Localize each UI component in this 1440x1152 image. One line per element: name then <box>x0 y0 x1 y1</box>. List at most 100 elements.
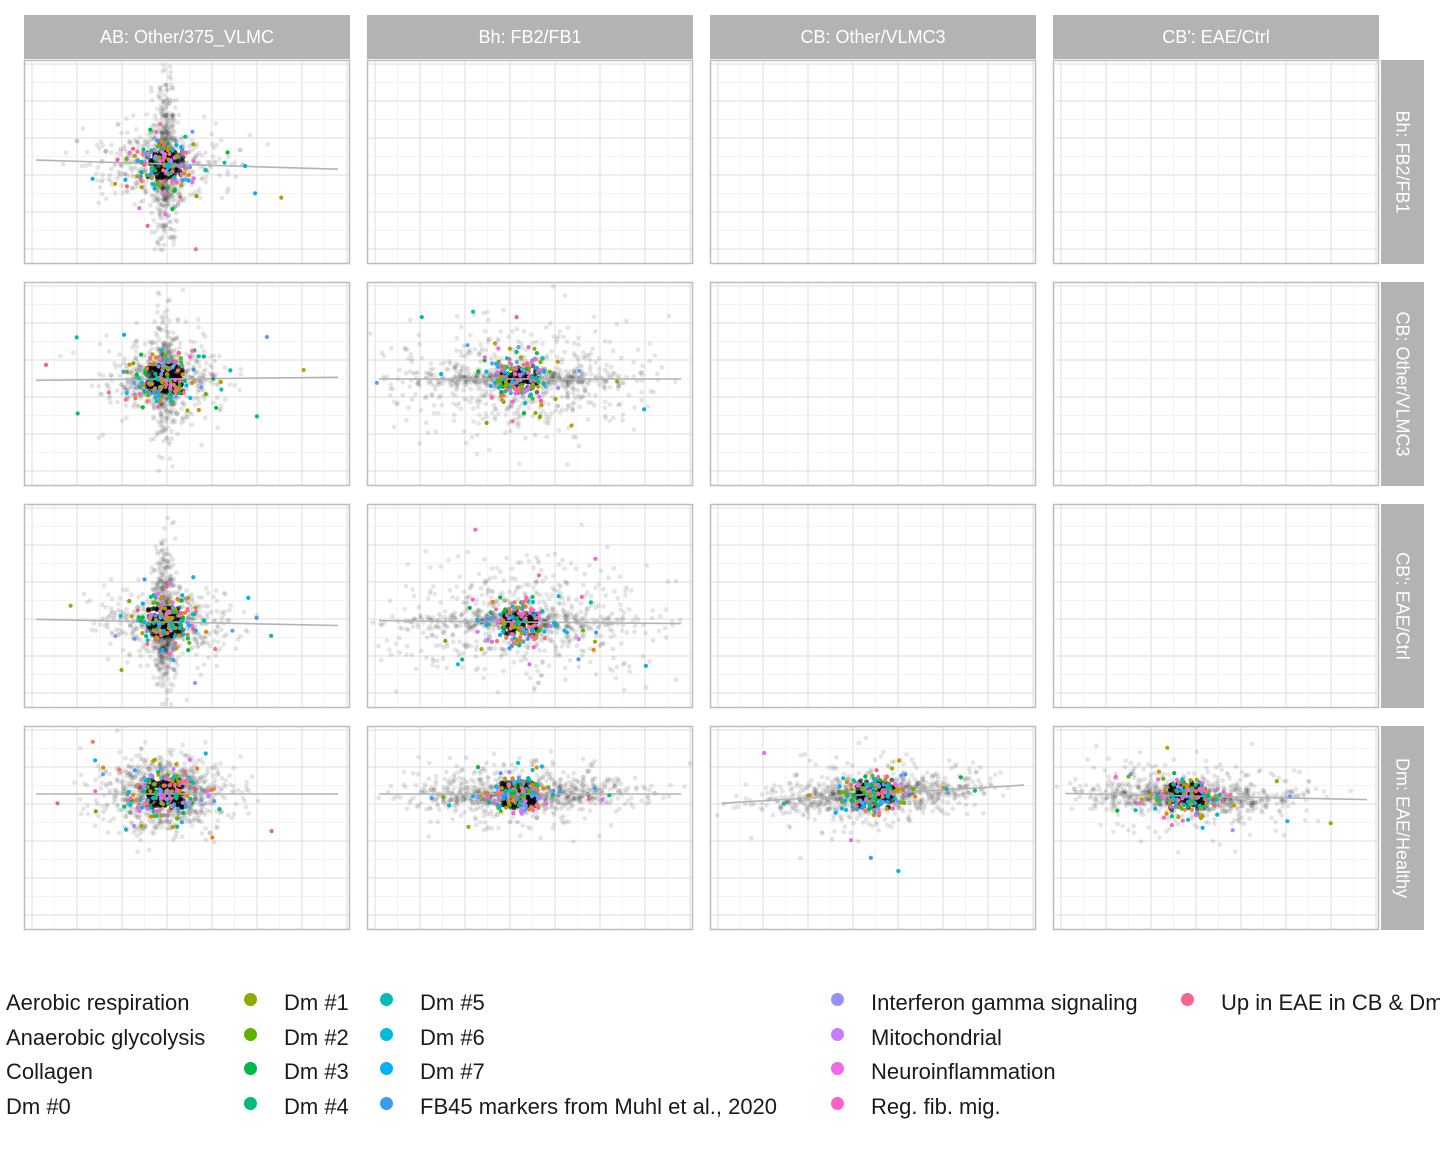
data-point <box>163 113 169 119</box>
data-point <box>162 194 168 199</box>
data-point <box>639 389 644 395</box>
data-point <box>663 607 669 612</box>
data-point <box>571 341 577 346</box>
data-point <box>502 430 508 435</box>
data-point <box>168 131 173 136</box>
highlight-point <box>143 371 148 376</box>
highlight-point <box>140 601 145 606</box>
data-point <box>131 608 137 614</box>
data-point <box>393 641 399 647</box>
data-point <box>158 110 164 116</box>
data-point <box>168 226 174 232</box>
data-point <box>471 406 476 411</box>
data-point <box>617 401 623 407</box>
data-point <box>127 139 132 145</box>
highlight-point <box>518 355 523 360</box>
data-point <box>60 162 66 167</box>
data-point <box>175 120 181 125</box>
highlight-point <box>492 380 498 385</box>
data-point <box>163 427 168 433</box>
highlight-point <box>75 411 80 416</box>
data-point <box>194 359 199 365</box>
data-point <box>137 368 143 373</box>
data-point <box>118 609 124 614</box>
highlight-point <box>123 397 128 402</box>
highlight-point <box>191 176 196 181</box>
data-point <box>165 558 170 564</box>
data-point <box>605 575 611 581</box>
data-point <box>413 391 418 397</box>
highlight-point <box>144 629 149 634</box>
data-point <box>158 428 164 434</box>
data-point <box>142 143 147 149</box>
data-point <box>163 326 169 332</box>
data-point <box>123 631 129 637</box>
highlight-point <box>159 348 164 353</box>
data-point <box>106 349 112 355</box>
data-point <box>175 316 181 322</box>
highlight-point <box>177 613 182 618</box>
data-point <box>168 342 174 347</box>
data-point <box>165 87 171 92</box>
data-point <box>163 416 169 421</box>
data-point <box>158 118 164 123</box>
data-point <box>167 409 173 415</box>
data-point <box>124 188 130 193</box>
data-point <box>233 646 239 651</box>
data-point <box>157 95 163 101</box>
highlight-point <box>164 186 170 191</box>
data-point <box>97 622 103 627</box>
data-point <box>194 395 199 400</box>
data-point <box>516 404 522 410</box>
data-point <box>167 220 173 225</box>
data-point <box>195 317 201 323</box>
data-point <box>162 344 167 350</box>
highlight-point <box>253 191 258 196</box>
highlight-point <box>185 636 190 641</box>
highlight-point <box>187 165 193 170</box>
data-point <box>162 128 167 134</box>
data-point <box>168 135 174 141</box>
data-point <box>602 367 608 373</box>
highlight-point <box>170 645 175 650</box>
data-point <box>134 139 139 145</box>
data-point <box>501 668 506 674</box>
data-point <box>428 588 433 594</box>
data-point <box>123 385 129 390</box>
data-point <box>180 140 186 146</box>
highlight-point <box>157 609 162 614</box>
data-point <box>433 383 438 389</box>
data-point <box>183 319 189 324</box>
data-point <box>159 424 165 429</box>
data-point <box>173 217 178 223</box>
data-point <box>161 99 167 105</box>
data-point <box>654 371 660 377</box>
data-point <box>135 140 141 146</box>
data-point <box>531 565 536 571</box>
data-point <box>164 197 170 203</box>
data-point <box>528 400 534 406</box>
data-point <box>485 317 491 323</box>
data-point <box>554 365 560 371</box>
highlight-point <box>476 369 481 374</box>
highlight-point <box>162 151 167 156</box>
data-point <box>109 142 114 148</box>
data-point <box>164 329 170 335</box>
data-point <box>376 643 381 649</box>
data-point <box>478 399 483 405</box>
data-point <box>607 402 613 407</box>
data-point <box>161 195 167 201</box>
highlight-point <box>135 608 140 613</box>
highlight-point <box>170 623 175 628</box>
data-point <box>184 697 190 703</box>
data-point <box>222 397 228 403</box>
data-point <box>208 609 214 615</box>
data-point <box>160 683 165 689</box>
data-point <box>368 331 373 336</box>
data-point <box>536 680 542 686</box>
data-point <box>645 404 651 409</box>
data-point <box>155 290 161 295</box>
data-point <box>142 182 148 188</box>
data-point <box>100 143 106 149</box>
data-point <box>164 435 170 441</box>
